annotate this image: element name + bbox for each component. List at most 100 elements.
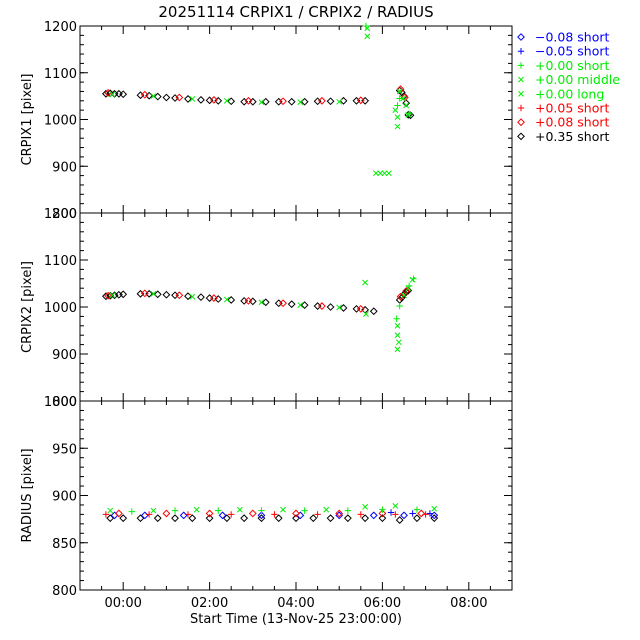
data-point xyxy=(279,97,287,106)
data-point xyxy=(396,88,403,95)
data-point xyxy=(405,285,412,292)
data-point xyxy=(396,302,403,310)
data-point xyxy=(395,516,404,524)
data-point xyxy=(227,296,236,304)
data-point xyxy=(394,123,401,130)
legend-label: +0.00 middle xyxy=(535,72,620,87)
plot-frame xyxy=(79,400,513,591)
y-axis-label: CRPIX1 [pixel] xyxy=(20,73,35,165)
y-tick-label: 850 xyxy=(52,537,77,552)
x-tick-label: 00:00 xyxy=(104,596,141,611)
data-point xyxy=(335,509,344,518)
data-point xyxy=(405,110,413,118)
data-point xyxy=(162,290,171,299)
data-point xyxy=(119,90,128,99)
data-point xyxy=(119,514,128,523)
data-point xyxy=(215,507,222,514)
data-point xyxy=(344,507,352,514)
data-point xyxy=(258,99,265,106)
data-point xyxy=(318,302,326,310)
data-point xyxy=(364,33,371,40)
data-point xyxy=(392,502,399,509)
data-point xyxy=(392,511,399,518)
data-point xyxy=(377,170,384,177)
data-point xyxy=(228,511,235,518)
diamond-legend-icon xyxy=(517,33,525,41)
data-point xyxy=(102,511,110,518)
panel-3: 800 850 900 950 1000 RADIUS [pixel] 00:00 02:00… xyxy=(20,395,513,627)
y-tick-label: 800 xyxy=(52,395,77,410)
data-point xyxy=(413,506,421,513)
data-point xyxy=(426,510,434,517)
data-point xyxy=(393,315,400,322)
data-point xyxy=(175,93,184,102)
legend-label: +0.00 short xyxy=(535,58,610,73)
data-point xyxy=(240,296,249,305)
data-point xyxy=(396,95,403,102)
data-point xyxy=(314,511,321,518)
data-point xyxy=(184,95,192,103)
data-point xyxy=(400,95,407,102)
diamond-legend-icon xyxy=(517,118,525,127)
data-point xyxy=(405,111,412,118)
data-point xyxy=(363,311,369,317)
data-point xyxy=(409,276,416,283)
y-tick-label: 1100 xyxy=(44,67,77,82)
data-point xyxy=(378,514,387,523)
plus-legend-icon xyxy=(517,62,525,69)
data-point xyxy=(336,304,343,311)
data-point xyxy=(352,304,361,313)
data-point xyxy=(339,304,348,312)
data-point xyxy=(405,282,413,290)
y-tick-label: 1000 xyxy=(44,395,77,410)
data-point xyxy=(150,290,157,297)
y-tick-label: 1100 xyxy=(44,254,77,269)
panels: 800 900 1000 1100 1200 CRPIX1 [pixel] 800 900 10… xyxy=(20,20,513,627)
data-point xyxy=(140,289,149,298)
data-point xyxy=(128,508,136,515)
x-axis-label: Start Time (13-Nov-25 23:00:00) xyxy=(190,612,402,627)
data-point xyxy=(394,346,401,353)
data-point xyxy=(326,303,335,311)
plus-legend-icon xyxy=(517,48,525,55)
data-point xyxy=(227,97,236,106)
data-point xyxy=(326,97,335,106)
data-point xyxy=(297,302,304,309)
y-tick-label: 1000 xyxy=(44,114,77,129)
data-point xyxy=(222,514,231,523)
data-point xyxy=(214,295,223,303)
data-point xyxy=(188,514,197,523)
data-point xyxy=(236,506,243,513)
x-tick-label: 06:00 xyxy=(364,596,401,611)
data-point xyxy=(430,511,439,520)
plot-frame xyxy=(79,212,513,402)
y-tick-label: 1200 xyxy=(44,207,77,222)
x-tick-label: 02:00 xyxy=(191,596,228,611)
data-point xyxy=(394,332,401,339)
y-tick-label: 900 xyxy=(52,348,77,363)
data-point xyxy=(244,96,253,105)
data-point xyxy=(417,509,426,518)
data-point xyxy=(210,294,218,302)
data-point xyxy=(292,509,300,518)
data-point xyxy=(223,97,230,104)
data-point xyxy=(362,22,370,30)
data-point xyxy=(175,291,184,300)
legend: −0.08 short−0.05 short+0.00 short+0.00 m… xyxy=(517,30,620,144)
data-point xyxy=(257,511,266,520)
data-point xyxy=(361,514,370,523)
data-point xyxy=(369,307,378,316)
y-tick-label: 800 xyxy=(52,584,77,599)
y-tick-label: 950 xyxy=(52,442,77,457)
data-point xyxy=(189,293,196,300)
data-point xyxy=(153,92,162,101)
data-point xyxy=(205,509,214,518)
data-point xyxy=(193,506,200,513)
data-point xyxy=(410,275,417,282)
data-point xyxy=(150,507,157,514)
data-point xyxy=(385,170,392,177)
legend-label: +0.00 long xyxy=(535,86,604,101)
data-point xyxy=(343,514,352,523)
data-point xyxy=(162,93,171,102)
data-point xyxy=(150,93,157,100)
